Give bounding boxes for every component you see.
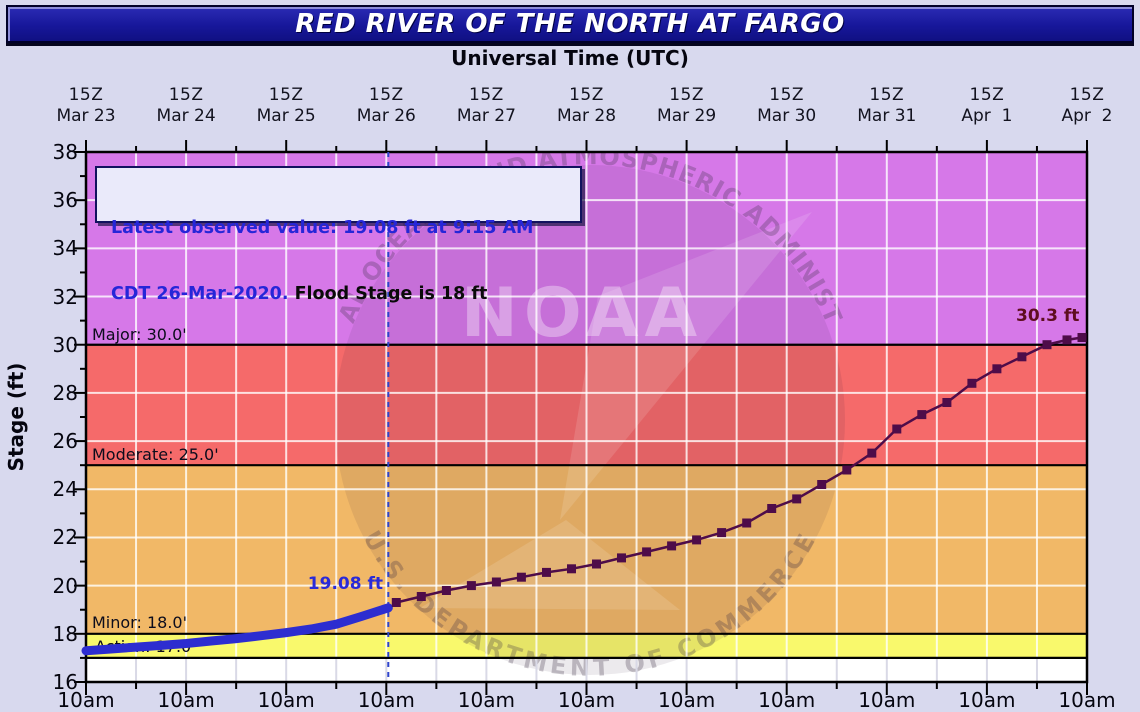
y-axis-title: Stage (ft)	[4, 362, 28, 472]
top-axis-tick-6: 15Z Mar 28	[556, 85, 617, 126]
y-axis-tick-32: 32	[52, 284, 78, 309]
svg-text:U.S. DEPARTMENT OF COMMERCE: U.S. DEPARTMENT OF COMMERCE	[357, 526, 822, 682]
top-axis-title: Universal Time (UTC)	[451, 46, 689, 70]
minor-flood-label: Minor: 18.0'	[92, 613, 187, 632]
bottom-axis-tick-9: 10am	[858, 688, 916, 712]
bottom-axis-tick-4: 10am	[357, 688, 415, 712]
top-axis-tick-5: 15Z Mar 27	[456, 85, 516, 126]
station-title-bar: RED RIVER OF THE NORTH AT FARGO	[6, 5, 1134, 43]
top-axis-tick-7: 15Z Mar 29	[657, 85, 717, 126]
latest-observed-value-box: Latest observed value: 19.08 ft at 9:15 …	[95, 166, 582, 304]
top-axis-tick-11: 15Z Apr 2	[1061, 85, 1113, 126]
y-axis-tick-38: 38	[52, 140, 78, 164]
y-axis-tick-28: 28	[52, 380, 78, 405]
legend-line1: Latest observed value: 19.08 ft at 9:15 …	[111, 218, 534, 238]
y-axis-tick-24: 24	[52, 477, 78, 502]
bottom-axis-tick-10: 10am	[958, 688, 1016, 712]
y-axis-tick-34: 34	[52, 236, 78, 261]
y-axis-tick-18: 18	[52, 621, 78, 646]
top-axis-tick-4: 15Z Mar 26	[356, 85, 416, 126]
bottom-axis-tick-6: 10am	[557, 688, 616, 712]
bottom-axis-tick-11: 10am	[1058, 688, 1116, 712]
observed-peak-label: 19.08 ft	[307, 574, 383, 594]
bottom-axis-tick-2: 10am	[157, 688, 215, 712]
bottom-axis-tick-8: 10am	[758, 688, 816, 712]
top-axis-tick-3: 15Z Mar 25	[256, 85, 316, 126]
y-axis-tick-22: 22	[52, 525, 78, 550]
top-axis-tick-8: 15Z Mar 30	[757, 85, 817, 126]
action-flood-label: Action: 17.0'	[95, 637, 196, 656]
forecast-peak-label: 30.3 ft	[1016, 306, 1080, 326]
bottom-axis-tick-1: 10am	[57, 688, 115, 712]
legend-line2-floodstage: Flood Stage is 18 ft	[288, 284, 488, 304]
y-axis-tick-26: 26	[52, 429, 78, 454]
y-axis-tick-20: 20	[52, 573, 78, 598]
y-axis-tick-16: 16	[52, 670, 78, 694]
bottom-axis-tick-5: 10am	[457, 688, 515, 712]
top-axis-tick-2: 15Z Mar 24	[156, 85, 216, 126]
bottom-axis-tick-7: 10am	[658, 688, 716, 712]
legend-line2-date: CDT 26-Mar-2020.	[111, 284, 289, 304]
moderate-flood-label: Moderate: 25.0'	[92, 445, 219, 464]
station-title: RED RIVER OF THE NORTH AT FARGO	[295, 9, 845, 39]
y-axis-tick-30: 30	[52, 332, 78, 357]
top-axis-tick-9: 15Z Mar 31	[857, 85, 917, 126]
y-axis-tick-36: 36	[52, 188, 78, 213]
top-axis-tick-1: 15Z Mar 23	[56, 85, 116, 126]
bottom-axis-tick-3: 10am	[257, 688, 315, 712]
top-axis-tick-10: 15Z Apr 1	[961, 85, 1013, 126]
